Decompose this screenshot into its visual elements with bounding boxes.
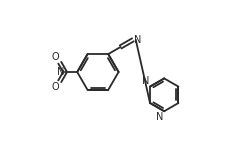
Text: O: O	[52, 82, 60, 92]
Text: N: N	[156, 112, 163, 122]
Text: O: O	[52, 52, 60, 62]
Text: N: N	[57, 67, 64, 77]
Text: N: N	[142, 76, 149, 86]
Text: N: N	[134, 35, 141, 45]
